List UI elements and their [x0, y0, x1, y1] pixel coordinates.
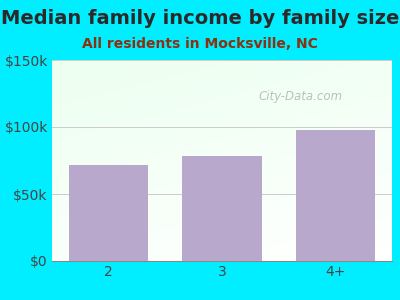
Bar — [182, 157, 262, 261]
Bar — [296, 130, 375, 261]
Text: City-Data.com: City-Data.com — [258, 90, 342, 103]
Bar — [69, 164, 148, 261]
Text: Median family income by family size: Median family income by family size — [1, 9, 399, 28]
Text: All residents in Mocksville, NC: All residents in Mocksville, NC — [82, 38, 318, 52]
